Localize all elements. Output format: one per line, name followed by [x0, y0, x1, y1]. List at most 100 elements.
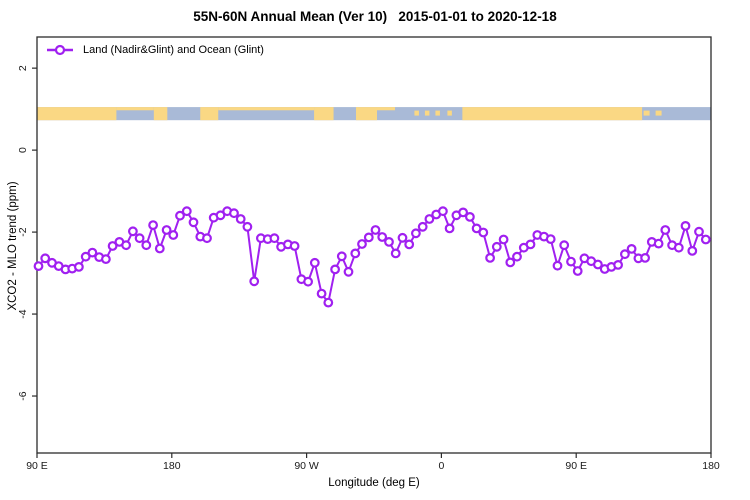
data-point: [377, 232, 388, 242]
data-point: [148, 220, 159, 231]
data-point: [566, 256, 576, 267]
data-point: [316, 288, 327, 299]
data-point: [700, 234, 711, 245]
data-point: [181, 206, 192, 217]
data-point: [87, 247, 98, 258]
data-point: [330, 264, 341, 275]
map-band-coast-strip: [218, 107, 315, 111]
data-point: [289, 241, 300, 251]
data-point: [680, 220, 691, 231]
data-point: [215, 210, 226, 221]
x-tick-label: 180: [702, 460, 720, 472]
data-point: [363, 232, 374, 243]
data-point: [73, 262, 84, 272]
x-tick-label: 0: [438, 460, 444, 472]
data-point: [424, 214, 435, 224]
data-point: [202, 233, 212, 244]
data-point: [229, 208, 239, 219]
data-point: [127, 226, 138, 237]
data-point: [498, 234, 509, 245]
chart-title: 55N-60N Annual Mean (Ver 10) 2015-01-01 …: [193, 9, 557, 24]
data-point: [323, 297, 334, 308]
data-point: [485, 252, 496, 263]
data-point: [384, 236, 394, 247]
map-band-land-segment: [356, 107, 377, 121]
data-point: [505, 257, 516, 268]
y-tick-label: -6: [17, 391, 29, 400]
data-point: [559, 240, 570, 251]
data-point: [154, 243, 165, 254]
map-band-island-patch: [414, 110, 419, 116]
data-point: [438, 206, 448, 217]
data-point: [471, 223, 482, 234]
data-point: [525, 239, 536, 250]
map-band-land-segment: [314, 107, 334, 121]
map-band-island-patch: [435, 110, 440, 116]
y-tick-label: 2: [17, 65, 29, 71]
data-point: [620, 249, 630, 260]
data-point: [40, 253, 51, 264]
map-band-coast-strip: [116, 107, 154, 111]
data-point: [350, 248, 361, 259]
x-tick-label: 90 E: [26, 460, 48, 472]
data-point: [175, 210, 185, 221]
data-point: [417, 221, 428, 232]
data-point: [134, 233, 145, 244]
data-point: [100, 254, 111, 265]
data-point: [404, 239, 415, 250]
data-point: [411, 228, 421, 239]
map-band-land-segment: [462, 107, 643, 121]
map-band-land-segment: [37, 107, 117, 121]
x-axis-label: Longitude (deg E): [328, 477, 420, 489]
x-tick-label: 90 E: [565, 460, 587, 472]
data-point: [188, 217, 199, 228]
data-point: [370, 225, 381, 235]
legend-open-circle-marker-icon: [47, 44, 73, 56]
data-point: [309, 257, 320, 268]
map-band-land-segment: [153, 107, 168, 121]
data-point: [478, 227, 489, 238]
data-point: [33, 261, 44, 272]
y-tick-label: -2: [17, 227, 29, 236]
data-point: [397, 232, 408, 243]
data-point: [80, 251, 91, 262]
data-point: [161, 225, 172, 235]
data-point: [491, 241, 502, 252]
data-point: [458, 207, 469, 218]
data-point: [687, 245, 698, 256]
x-tick-label: 180: [163, 460, 181, 472]
data-point: [653, 238, 664, 249]
data-point: [303, 276, 314, 287]
data-point: [545, 234, 556, 245]
data-point: [390, 248, 401, 259]
data-point: [512, 251, 522, 262]
x-tick-label: 90 W: [294, 460, 319, 472]
map-band-island-patch: [655, 110, 662, 116]
data-point: [168, 230, 179, 240]
data-point: [141, 240, 152, 251]
plot-border: [36, 36, 712, 454]
data-point: [235, 214, 246, 224]
legend: Land (Nadir&Glint) and Ocean (Glint): [46, 44, 264, 56]
data-point: [694, 226, 704, 237]
data-point: [357, 239, 367, 249]
data-point: [107, 241, 118, 251]
data-point: [336, 251, 347, 262]
data-point: [343, 266, 354, 277]
y-tick-label: -4: [17, 309, 29, 318]
data-point: [660, 225, 671, 235]
data-point: [640, 252, 650, 263]
data-point: [572, 266, 583, 276]
data-point: [552, 260, 563, 271]
data-line: [37, 210, 707, 304]
map-band-island-patch: [643, 110, 650, 116]
data-point: [626, 243, 637, 254]
data-point: [593, 259, 603, 270]
data-point: [465, 211, 475, 222]
data-point: [613, 260, 623, 270]
map-band-island-patch: [424, 110, 430, 116]
data-point: [242, 221, 253, 232]
map-band-land-segment: [200, 107, 219, 121]
